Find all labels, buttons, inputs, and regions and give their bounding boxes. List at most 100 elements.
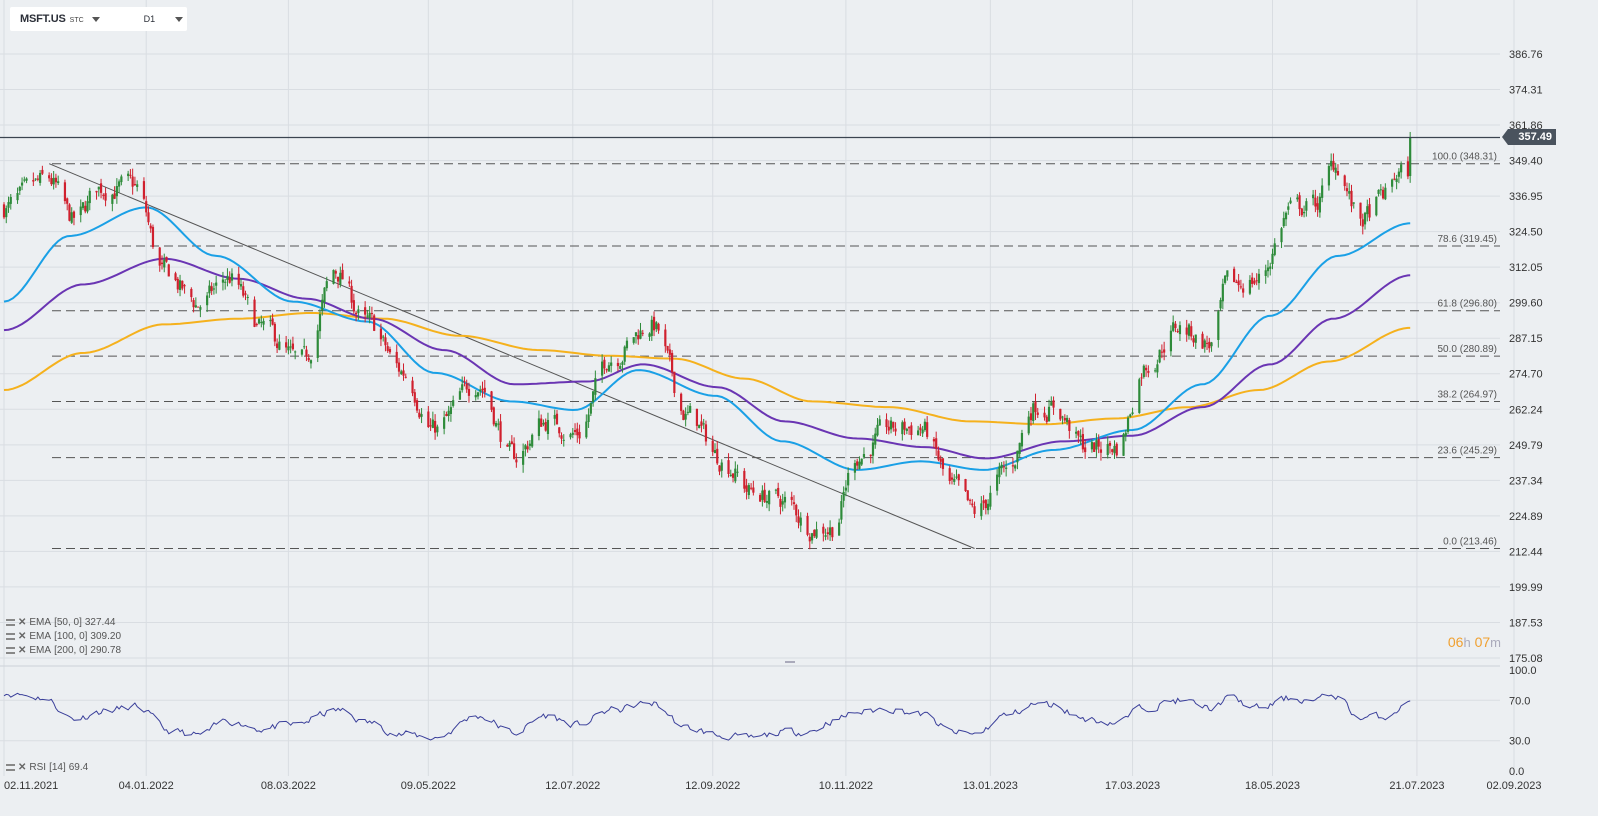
candle-body: [192, 300, 195, 308]
price-tick-label: 287.15: [1509, 333, 1543, 345]
candle-body: [826, 532, 829, 535]
candle-body: [81, 202, 85, 209]
candle-body: [429, 425, 432, 427]
candle-body: [32, 179, 35, 182]
candle-countdown: 06h 07m: [1448, 634, 1501, 650]
candle-body: [1217, 311, 1220, 340]
candle-body: [589, 402, 592, 414]
indicator-params: [50, 0]: [54, 617, 82, 628]
candle-body: [136, 184, 139, 187]
candle-body: [25, 178, 28, 181]
candle-body: [1142, 365, 1145, 377]
indicator-params: [14]: [49, 762, 66, 773]
candle-body: [1233, 268, 1236, 283]
candle-body: [316, 330, 319, 358]
candle-body: [276, 343, 279, 348]
candle-body: [806, 515, 809, 535]
time-tick-label: 13.01.2023: [963, 780, 1018, 792]
candle-body: [246, 296, 249, 298]
menu-icon[interactable]: [6, 619, 15, 626]
candle-body: [36, 178, 39, 180]
symbol-dropdown-icon[interactable]: [91, 16, 100, 22]
candle-body: [560, 435, 563, 439]
candle-body: [66, 198, 69, 204]
candle-body: [1052, 400, 1055, 408]
candle-body: [305, 349, 308, 357]
close-icon[interactable]: ✕: [18, 617, 27, 628]
close-icon[interactable]: ✕: [18, 631, 27, 642]
candle-body: [634, 332, 638, 337]
indicator-ema100-legend[interactable]: ✕ EMA [100, 0] 309.20: [6, 631, 121, 642]
candle-body: [206, 295, 209, 306]
price-tick-label: 175.08: [1509, 653, 1543, 665]
time-tick-label: 04.01.2022: [119, 780, 174, 792]
candle-body: [889, 420, 893, 430]
candle-body: [1208, 341, 1211, 349]
candle-body: [255, 324, 258, 326]
close-icon[interactable]: ✕: [18, 645, 27, 656]
candle-body: [490, 391, 493, 410]
candle-body: [761, 490, 764, 500]
candle-body: [39, 172, 42, 183]
candle-body: [1237, 280, 1240, 286]
menu-icon[interactable]: [6, 764, 15, 771]
candle-body: [1343, 175, 1346, 187]
candle-body: [1156, 364, 1159, 373]
indicator-value: 327.44: [84, 617, 116, 628]
candle-body: [907, 426, 911, 429]
candle-body: [734, 468, 737, 482]
candle-body: [384, 337, 387, 346]
candle-body: [479, 389, 482, 392]
candle-body: [713, 450, 717, 454]
candle-body: [325, 281, 328, 289]
candle-body: [704, 424, 708, 442]
candle-body: [167, 264, 170, 277]
candle-body: [1300, 208, 1303, 216]
candle-body: [996, 474, 999, 491]
candle-body: [573, 430, 577, 432]
candle-body: [808, 536, 811, 542]
candle-body: [953, 478, 956, 482]
candle-body: [844, 487, 847, 491]
candle-body: [605, 369, 608, 371]
indicator-ema50-legend[interactable]: ✕ EMA [50, 0] 327.44: [6, 617, 115, 628]
candle-body: [1178, 325, 1182, 335]
candle-body: [48, 175, 51, 179]
candle-body: [1115, 443, 1118, 456]
candle-body: [336, 276, 340, 282]
candle-body: [332, 269, 335, 284]
candle-body: [720, 462, 723, 471]
candle-body: [1377, 189, 1380, 194]
candle-body: [183, 285, 186, 287]
candle-body: [1384, 187, 1387, 200]
price-tick-label: 312.05: [1509, 262, 1543, 274]
candle-body: [750, 487, 753, 489]
symbol-selector[interactable]: MSFT.US STC D1: [10, 7, 187, 31]
candle-body: [415, 400, 419, 411]
candle-body: [901, 422, 904, 435]
candle-body: [1113, 445, 1116, 454]
indicator-ema200-legend[interactable]: ✕ EMA [200, 0] 290.78: [6, 645, 121, 656]
rsi-tick-label: 0.0: [1509, 766, 1524, 778]
candle-body: [828, 527, 832, 536]
candle-body: [1330, 160, 1333, 167]
indicator-rsi-legend[interactable]: ✕ RSI [14] 69.4: [6, 762, 88, 773]
candle-body: [151, 226, 155, 248]
fibonacci-level-label: 0.0 (213.46): [1443, 536, 1497, 547]
countdown-hours: 06: [1447, 634, 1464, 650]
candle-body: [989, 492, 992, 507]
timeframe-label[interactable]: D1: [143, 14, 156, 24]
candle-body: [862, 454, 866, 458]
candle-body: [1061, 416, 1064, 418]
candle-body: [932, 439, 936, 442]
candle-body: [1014, 465, 1017, 469]
candle-body: [1097, 439, 1100, 447]
timeframe-dropdown-icon[interactable]: [175, 16, 184, 22]
price-tick-label: 299.60: [1509, 298, 1543, 310]
candle-body: [1084, 447, 1087, 453]
candle-body: [592, 391, 595, 403]
menu-icon[interactable]: [6, 633, 15, 640]
menu-icon[interactable]: [6, 647, 15, 654]
close-icon[interactable]: ✕: [18, 762, 27, 773]
